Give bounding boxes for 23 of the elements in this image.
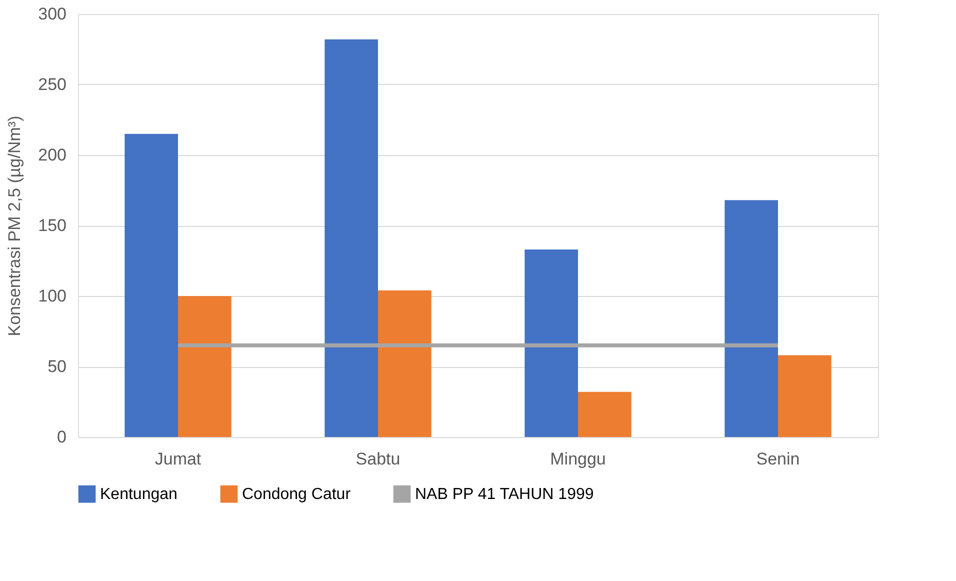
bar xyxy=(578,392,632,437)
legend-label: NAB PP 41 TAHUN 1999 xyxy=(415,486,594,504)
bar xyxy=(324,39,378,437)
bar xyxy=(724,200,778,437)
x-tick-label: Jumat xyxy=(154,450,202,468)
bar xyxy=(524,249,578,437)
y-axis-title: Konsentrasi PM 2,5 (µg/Nm³) xyxy=(5,116,24,336)
y-tick-label: 200 xyxy=(38,146,66,164)
bar xyxy=(378,290,432,437)
bar xyxy=(178,296,232,437)
x-tick-label: Minggu xyxy=(550,450,606,468)
y-tick-label: 250 xyxy=(38,75,66,94)
y-tick-label: 0 xyxy=(57,428,66,446)
legend-label: Condong Catur xyxy=(242,486,352,504)
x-tick-label: Senin xyxy=(756,450,800,468)
x-tick-label: Sabtu xyxy=(356,450,400,468)
bar xyxy=(778,355,832,437)
y-tick-label: 50 xyxy=(48,357,66,376)
bar xyxy=(124,134,178,437)
y-tick-label: 300 xyxy=(38,4,66,24)
y-tick-label: 100 xyxy=(38,286,66,306)
legend-label: Kentungan xyxy=(100,486,178,504)
y-tick-label: 150 xyxy=(38,216,66,235)
